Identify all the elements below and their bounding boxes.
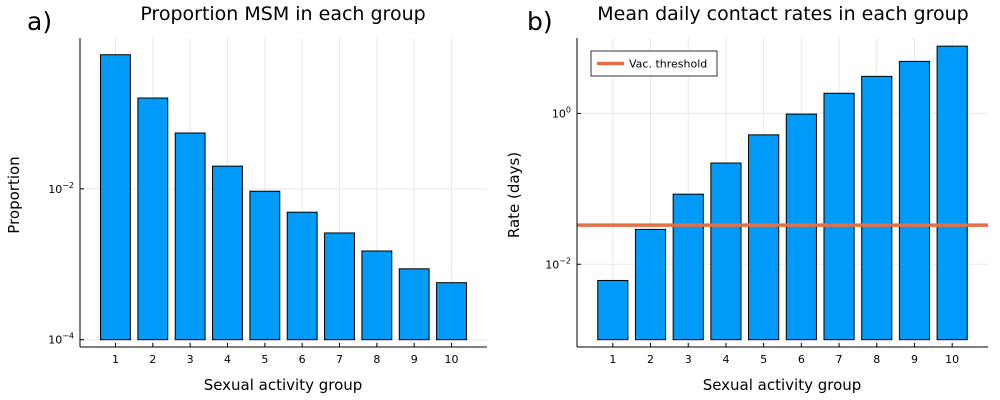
bar — [710, 162, 742, 341]
bar — [597, 279, 629, 341]
bar — [286, 211, 318, 341]
panel-b: b) Mean daily contact rates in each grou… — [505, 3, 988, 394]
bar — [398, 268, 430, 341]
bar — [249, 190, 281, 341]
y-tick-base: 10 — [552, 107, 566, 120]
y-tick-base: 10 — [48, 334, 62, 347]
bar — [361, 250, 393, 341]
legend-label: Vac. threshold — [629, 58, 707, 71]
y-tick-exponent: −2 — [62, 181, 74, 190]
legend: Vac. threshold — [590, 50, 718, 77]
panel-a-label: a) — [27, 7, 52, 36]
panel-a: a) Proportion MSM in each group 1 2 3 4 5 6 7 8… — [5, 3, 487, 394]
bar — [861, 75, 893, 341]
y-tick-label: 10−2 — [48, 181, 74, 196]
x-tick-label: 6 — [299, 353, 306, 366]
panel-a-x-label: Sexual activity group — [204, 376, 363, 394]
x-tick-label: 5 — [261, 353, 268, 366]
bar — [672, 193, 704, 341]
x-tick-label: 10 — [445, 353, 459, 366]
x-tick-label: 2 — [149, 353, 156, 366]
bar — [936, 45, 968, 341]
panel-b-label: b) — [527, 7, 553, 36]
panel-b-y-label: Rate (days) — [505, 152, 523, 238]
x-tick-label: 9 — [411, 353, 418, 366]
panel-b-bars — [597, 45, 968, 341]
x-tick-label: 6 — [798, 353, 805, 366]
y-tick-label: 10−2 — [545, 256, 571, 271]
x-tick-label: 7 — [336, 353, 343, 366]
bar — [823, 92, 855, 341]
x-tick-label: 2 — [647, 353, 654, 366]
panel-a-bars — [100, 54, 467, 341]
panel-b-title: Mean daily contact rates in each group — [597, 3, 968, 25]
y-tick-base: 10 — [545, 258, 559, 271]
y-tick-exponent: −4 — [62, 332, 74, 341]
x-tick-label: 7 — [836, 353, 843, 366]
y-tick-label: 10−4 — [48, 332, 74, 347]
x-tick-label: 8 — [373, 353, 380, 366]
bar — [634, 228, 667, 341]
panel-b-x-ticks: 1 2 3 4 5 6 7 8 9 10 — [609, 343, 959, 366]
panel-b-x-label: Sexual activity group — [703, 376, 862, 394]
x-tick-label: 10 — [945, 353, 959, 366]
x-tick-label: 3 — [685, 353, 692, 366]
x-tick-label: 4 — [224, 353, 231, 366]
bar — [324, 232, 355, 341]
y-tick-exponent: 0 — [566, 105, 571, 114]
bar — [898, 60, 931, 341]
bar — [100, 54, 131, 341]
x-tick-label: 9 — [911, 353, 918, 366]
x-tick-label: 3 — [187, 353, 194, 366]
bar — [212, 165, 243, 341]
x-tick-label: 1 — [112, 353, 119, 366]
x-tick-label: 5 — [760, 353, 767, 366]
bar — [137, 97, 169, 341]
panel-a-x-ticks: 1 2 3 4 5 6 7 8 9 10 — [112, 343, 459, 366]
y-tick-base: 10 — [48, 183, 62, 196]
x-tick-label: 4 — [722, 353, 729, 366]
bar — [436, 282, 467, 341]
panel-a-y-label: Proportion — [5, 156, 23, 233]
panel-a-y-ticks: 10−410−2 — [48, 181, 84, 347]
x-tick-label: 1 — [609, 353, 616, 366]
bar — [174, 132, 206, 341]
panel-a-title: Proportion MSM in each group — [140, 3, 425, 25]
x-tick-label: 8 — [873, 353, 880, 366]
bar — [748, 134, 780, 341]
y-tick-exponent: −2 — [559, 256, 571, 265]
y-tick-label: 100 — [552, 105, 571, 120]
